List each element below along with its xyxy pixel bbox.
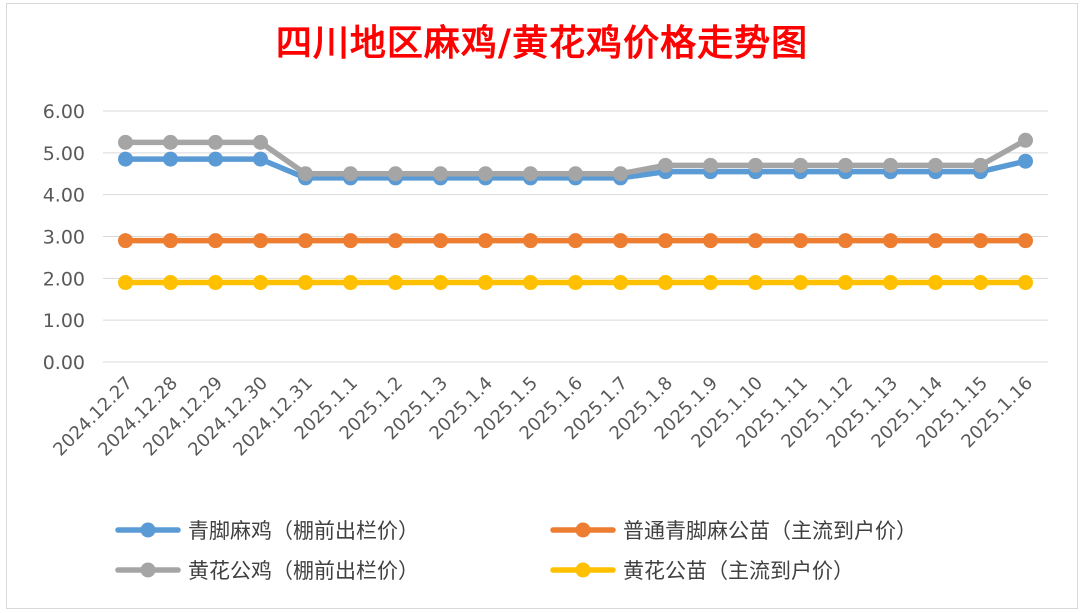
data-point: [208, 275, 223, 291]
data-point: [568, 166, 583, 182]
data-point: [748, 157, 763, 173]
data-point: [118, 275, 133, 291]
data-point: [613, 275, 628, 291]
data-point: [253, 233, 268, 249]
data-point: [793, 233, 808, 249]
data-point: [343, 233, 358, 249]
data-point: [838, 157, 853, 173]
data-point: [298, 275, 313, 291]
legend-swatch-marker: [575, 562, 591, 578]
series-2: [118, 132, 1033, 182]
legend-swatch-marker: [575, 522, 591, 538]
data-point: [1018, 132, 1033, 148]
data-point: [343, 166, 358, 182]
y-tick-label: 3.00: [43, 227, 85, 249]
data-point: [388, 233, 403, 249]
data-point: [523, 233, 538, 249]
legend-item-3: 黄花公苗（主流到户价）: [550, 559, 854, 583]
data-point: [658, 157, 673, 173]
data-point: [118, 134, 133, 150]
data-point: [1018, 275, 1033, 291]
data-point: [523, 275, 538, 291]
data-point: [388, 166, 403, 182]
data-point: [883, 275, 898, 291]
data-point: [163, 233, 178, 249]
series-1: [118, 233, 1033, 249]
data-point: [703, 233, 718, 249]
y-axis-ticks: 0.00 1.00 2.00 3.00 4.00 5.00 6.00: [43, 101, 85, 374]
data-point: [1018, 153, 1033, 169]
data-point: [118, 233, 133, 249]
data-point: [613, 233, 628, 249]
data-point: [253, 275, 268, 291]
data-point: [118, 151, 133, 167]
data-point: [838, 275, 853, 291]
y-tick-label: 0.00: [43, 352, 85, 374]
data-point: [973, 157, 988, 173]
data-point: [433, 166, 448, 182]
data-point: [973, 233, 988, 249]
data-point: [208, 134, 223, 150]
legend-swatch-marker: [140, 522, 156, 538]
legend-item-0: 青脚麻鸡（棚前出栏价）: [115, 519, 419, 543]
data-point: [478, 233, 493, 249]
data-point: [748, 275, 763, 291]
data-point: [478, 166, 493, 182]
legend: 青脚麻鸡（棚前出栏价） 普通青脚麻公苗（主流到户价） 黄花公鸡（棚前出栏价） 黄花公苗…: [115, 519, 917, 583]
legend-label: 普通青脚麻公苗（主流到户价）: [623, 519, 917, 543]
data-point: [973, 275, 988, 291]
data-point: [748, 233, 763, 249]
data-point: [928, 233, 943, 249]
data-point: [928, 157, 943, 173]
series-3: [118, 275, 1033, 291]
legend-label: 黄花公鸡（棚前出栏价）: [188, 559, 419, 583]
data-point: [1018, 233, 1033, 249]
legend-item-2: 黄花公鸡（棚前出栏价）: [115, 559, 419, 583]
data-point: [793, 275, 808, 291]
data-point: [253, 151, 268, 167]
chart-frame: [6, 3, 1078, 609]
y-tick-label: 6.00: [43, 101, 85, 123]
data-point: [343, 275, 358, 291]
data-point: [568, 275, 583, 291]
data-point: [163, 275, 178, 291]
data-point: [298, 233, 313, 249]
y-tick-label: 2.00: [43, 268, 85, 290]
data-point: [433, 233, 448, 249]
data-point: [703, 157, 718, 173]
legend-label: 青脚麻鸡（棚前出栏价）: [188, 519, 419, 543]
data-point: [928, 275, 943, 291]
data-point: [523, 166, 538, 182]
data-point: [883, 233, 898, 249]
data-point: [208, 151, 223, 167]
legend-label: 黄花公苗（主流到户价）: [623, 559, 854, 583]
data-point: [388, 275, 403, 291]
data-point: [568, 233, 583, 249]
data-point: [478, 275, 493, 291]
data-point: [208, 233, 223, 249]
legend-swatch-marker: [140, 562, 156, 578]
data-point: [793, 157, 808, 173]
data-point: [433, 275, 448, 291]
data-point: [703, 275, 718, 291]
chart-title: 四川地区麻鸡/黄花鸡价格走势图: [275, 22, 809, 64]
y-tick-label: 4.00: [43, 185, 85, 207]
data-point: [298, 166, 313, 182]
data-point: [163, 151, 178, 167]
data-point: [613, 166, 628, 182]
data-point: [253, 134, 268, 150]
data-point: [658, 275, 673, 291]
data-point: [883, 157, 898, 173]
x-axis-ticks: 2024.12.272024.12.282024.12.292024.12.30…: [49, 373, 1037, 461]
data-point: [838, 233, 853, 249]
series-lines: [118, 132, 1033, 291]
y-tick-label: 5.00: [43, 143, 85, 165]
legend-item-1: 普通青脚麻公苗（主流到户价）: [550, 519, 917, 543]
data-point: [163, 134, 178, 150]
data-point: [658, 233, 673, 249]
y-tick-label: 1.00: [43, 310, 85, 332]
